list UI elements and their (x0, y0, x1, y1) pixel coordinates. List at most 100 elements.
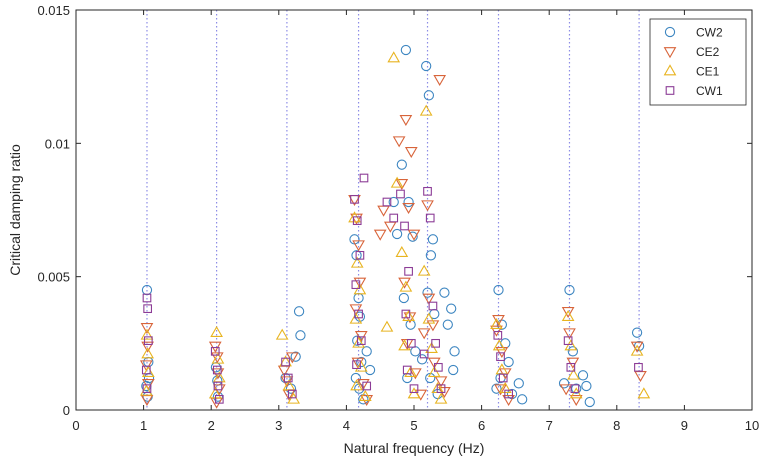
point-ce1-19 (358, 389, 372, 402)
point-cw1-4 (142, 384, 152, 394)
point-cw1-29 (409, 384, 419, 394)
legend-label-cw2: CW2 (696, 26, 723, 40)
point-ce1-17 (354, 360, 368, 372)
point-ce1-35 (434, 392, 448, 404)
x-tick-label-3: 3 (275, 418, 282, 433)
point-cw1-3 (141, 365, 151, 375)
y-tick-label-0: 0 (63, 403, 70, 418)
point-cw1-41 (563, 336, 573, 346)
point-cw2-58 (564, 284, 575, 296)
point-ce1-42 (567, 368, 580, 380)
point-cw2-62 (581, 380, 592, 392)
point-cw1-42 (566, 362, 576, 372)
point-cw2-12 (295, 330, 306, 341)
legend: CW2 CE2 CE1 CW1 (649, 18, 747, 106)
x-tick-label-7: 7 (546, 418, 553, 433)
x-tick-label-8: 8 (613, 418, 620, 433)
point-cw2-29 (407, 231, 418, 242)
point-cw1-40 (504, 389, 513, 399)
point-cw1-5 (210, 346, 220, 356)
point-cw1-14 (355, 250, 365, 260)
point-ce2-52 (563, 328, 576, 340)
point-cw2-57 (558, 378, 570, 389)
point-cw1-9 (281, 357, 290, 367)
point-ce1-30 (419, 104, 433, 116)
point-cw1-22 (389, 213, 399, 223)
point-cw1-27 (406, 338, 416, 348)
point-cw1-2 (143, 336, 153, 346)
point-cw1-24 (400, 221, 409, 231)
point-ce2-23 (373, 229, 387, 241)
point-cw1-8 (214, 394, 224, 404)
point-cw2-30 (398, 292, 410, 304)
point-ce1-2 (141, 365, 155, 378)
legend-item-cw2: CW2 (664, 26, 723, 40)
series-ce1 (139, 51, 651, 404)
point-ce1-37 (492, 339, 506, 351)
point-ce2-0 (140, 322, 154, 335)
point-cw1-28 (402, 365, 412, 375)
point-cw2-48 (491, 383, 502, 394)
point-cw1-16 (354, 309, 363, 319)
point-ce1-4 (210, 325, 223, 338)
point-ce1-28 (407, 387, 421, 399)
point-ce2-51 (561, 306, 575, 319)
point-cw2-53 (503, 356, 514, 368)
point-ce1-44 (630, 344, 644, 356)
point-cw2-64 (631, 327, 643, 338)
point-cw1-0 (142, 293, 152, 303)
point-ce1-24 (399, 280, 413, 292)
point-cw2-26 (396, 159, 407, 170)
point-cw1-10 (283, 373, 293, 383)
point-cw2-25 (391, 228, 403, 240)
point-cw1-34 (431, 338, 440, 348)
point-cw1-7 (213, 381, 223, 391)
point-cw2-45 (446, 303, 457, 314)
point-cw1-38 (496, 352, 505, 362)
point-ce2-53 (566, 357, 580, 369)
point-cw2-27 (400, 44, 412, 56)
point-ce1-14 (353, 283, 367, 295)
legend-marker-ce1 (663, 64, 677, 76)
point-ce1-11 (287, 392, 301, 404)
legend-label-ce1: CE1 (696, 65, 720, 79)
point-ce2-19 (354, 330, 368, 343)
point-ce2-43 (434, 376, 448, 388)
data-points (139, 44, 651, 409)
point-ce2-56 (630, 341, 644, 353)
y-tick-label-1: 0.005 (37, 270, 70, 285)
point-cw2-47 (448, 364, 459, 376)
point-ce2-26 (392, 136, 406, 148)
point-ce1-45 (637, 387, 651, 399)
point-ce2-37 (417, 328, 431, 340)
point-ce2-16 (352, 240, 365, 252)
point-ce2-31 (407, 229, 421, 241)
point-ce1-32 (425, 341, 438, 354)
point-cw1-21 (382, 197, 392, 207)
point-ce1-23 (395, 245, 409, 258)
point-ce2-3 (141, 378, 155, 391)
point-cw1-19 (352, 360, 361, 370)
point-ce1-21 (387, 51, 401, 63)
point-cw2-38 (427, 234, 439, 245)
point-ce2-39 (422, 293, 436, 305)
point-cw1-11 (287, 389, 297, 399)
point-ce2-32 (398, 277, 411, 289)
point-cw1-12 (350, 194, 359, 204)
point-ce1-1 (141, 347, 155, 359)
point-ce2-30 (404, 146, 418, 159)
point-ce1-15 (349, 312, 363, 324)
point-ce1-5 (211, 352, 225, 364)
point-cw2-22 (361, 346, 372, 357)
point-cw1-35 (433, 362, 443, 372)
point-cw2-34 (416, 354, 428, 365)
point-cw1-32 (425, 213, 435, 223)
point-cw1-1 (143, 304, 153, 314)
point-cw1-25 (404, 266, 413, 276)
legend-label-ce2: CE2 (696, 45, 720, 59)
x-axis-ticks: 0 1 2 3 4 5 6 7 8 9 10 (72, 10, 759, 433)
point-ce2-35 (409, 368, 422, 380)
point-cw2-65 (633, 340, 645, 352)
point-ce2-28 (399, 114, 413, 127)
